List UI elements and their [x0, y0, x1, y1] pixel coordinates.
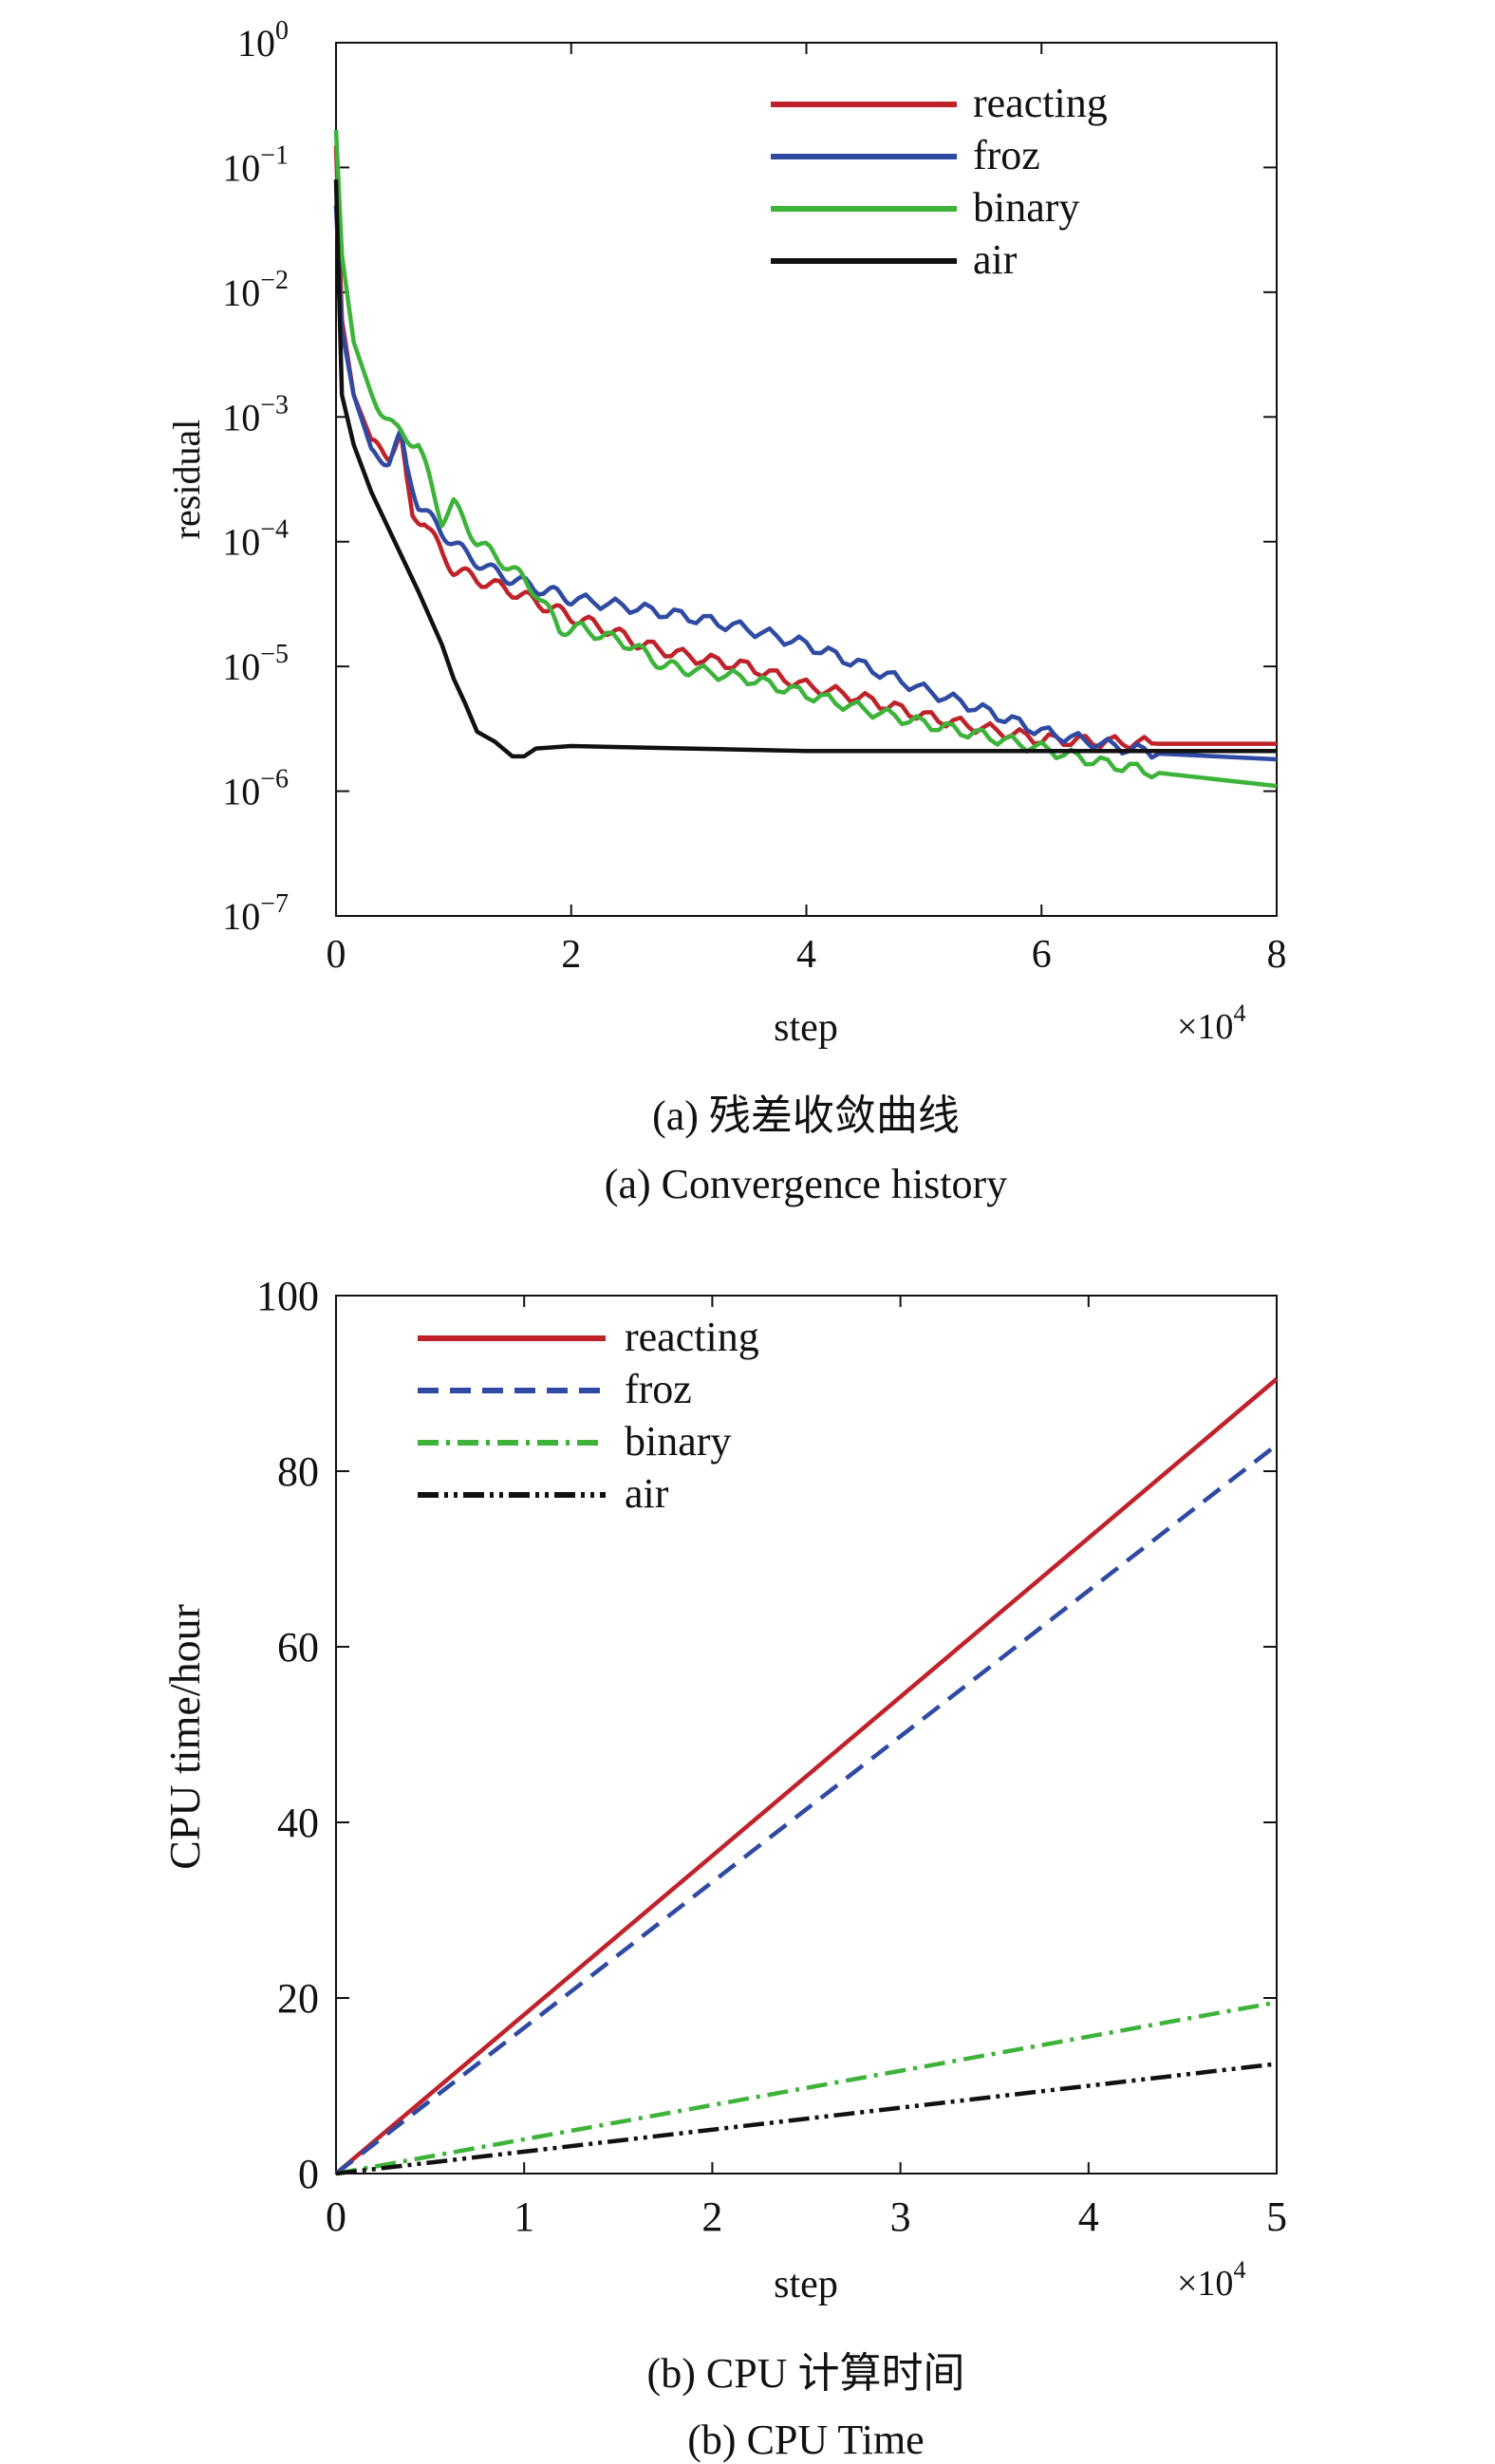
x-tick-label: 0 [327, 933, 346, 977]
y-tick-label: 10−2 [222, 266, 289, 314]
plot-frame [335, 1295, 1278, 2175]
x-tick-label: 3 [890, 2193, 911, 2240]
convergence-chart: 0 2 4 6 8 100 10−1 10−2 10−3 10−4 10−5 10−6 10−7 rea… [165, 16, 1287, 1207]
y-tick-label: 10−5 [222, 640, 289, 688]
axis-ticks: 0 1 2 3 4 5 0 20 40 60 80 100 [256, 1273, 1287, 2240]
plot-frame [335, 42, 1278, 917]
x-tick-label: 6 [1032, 933, 1052, 977]
legend: reacting froz binary air [418, 1314, 759, 1517]
caption-cn: (b) CPU 计算时间 [647, 2350, 965, 2397]
x-tick-label: 1 [514, 2193, 534, 2240]
x-tick-label: 4 [796, 933, 816, 977]
y-tick-label: 10−6 [222, 765, 289, 813]
y-tick-label: 0 [298, 2151, 319, 2197]
y-tick-label: 10−3 [222, 390, 289, 439]
x-multiplier: ×104 [1177, 999, 1245, 1047]
axis-ticks: 0 2 4 6 8 100 10−1 10−2 10−3 10−4 10−5 10−6 10−7 [222, 16, 1286, 977]
x-tick-label: 4 [1078, 2193, 1099, 2240]
y-tick-label: 40 [277, 1800, 319, 1846]
series-line-froz [334, 1443, 1279, 2175]
y-tick-label: 80 [277, 1448, 319, 1495]
y-tick-label: 10−4 [222, 515, 289, 564]
legend-label-reacting: reacting [973, 80, 1108, 126]
y-axis-label: CPU time/hour [160, 1604, 209, 1870]
series-line-froz [333, 204, 1278, 762]
series-line-reacting [334, 1377, 1279, 2175]
x-tick-label: 2 [701, 2193, 722, 2240]
caption-cn: (a) 残差收敛曲线 [652, 1092, 960, 1139]
y-axis-label: residual [165, 420, 208, 540]
cpu-time-chart: 0 1 2 3 4 5 0 20 40 60 80 100 reacting froz binary air… [160, 1273, 1287, 2463]
y-tick-label: 10−7 [222, 889, 289, 938]
legend-label-air: air [625, 1470, 669, 1517]
series-line-binary [335, 2000, 1278, 2176]
y-tick-label: 100 [256, 1273, 319, 1319]
legend-label-binary: binary [973, 184, 1079, 231]
caption-en: (b) CPU Time [687, 2417, 924, 2463]
y-tick-label: 20 [277, 1975, 319, 2022]
legend-label-froz: froz [625, 1366, 692, 1412]
x-multiplier: ×104 [1177, 2256, 1245, 2304]
x-axis-label: step [774, 1006, 838, 1050]
legend-label-binary: binary [625, 1418, 731, 1465]
y-tick-label: 10−1 [222, 140, 289, 189]
series-line-binary [333, 129, 1278, 789]
series-group [334, 1377, 1279, 2176]
legend-label-air: air [973, 236, 1018, 283]
x-tick-label: 0 [326, 2193, 346, 2240]
series-line-reacting [333, 145, 1277, 752]
legend-label-reacting: reacting [625, 1314, 759, 1360]
series-group [333, 129, 1278, 789]
x-tick-label: 8 [1267, 933, 1287, 977]
legend: reacting froz binary air [771, 80, 1108, 283]
x-tick-label: 2 [561, 933, 581, 977]
series-line-air [335, 2062, 1278, 2176]
y-tick-label: 60 [277, 1624, 319, 1671]
x-tick-label: 5 [1266, 2193, 1287, 2240]
legend-label-froz: froz [973, 132, 1040, 178]
caption-en: (a) Convergence history [605, 1161, 1007, 1207]
y-tick-label: 100 [237, 16, 289, 65]
series-line-air [333, 179, 1277, 759]
x-axis-label: step [774, 2263, 838, 2306]
